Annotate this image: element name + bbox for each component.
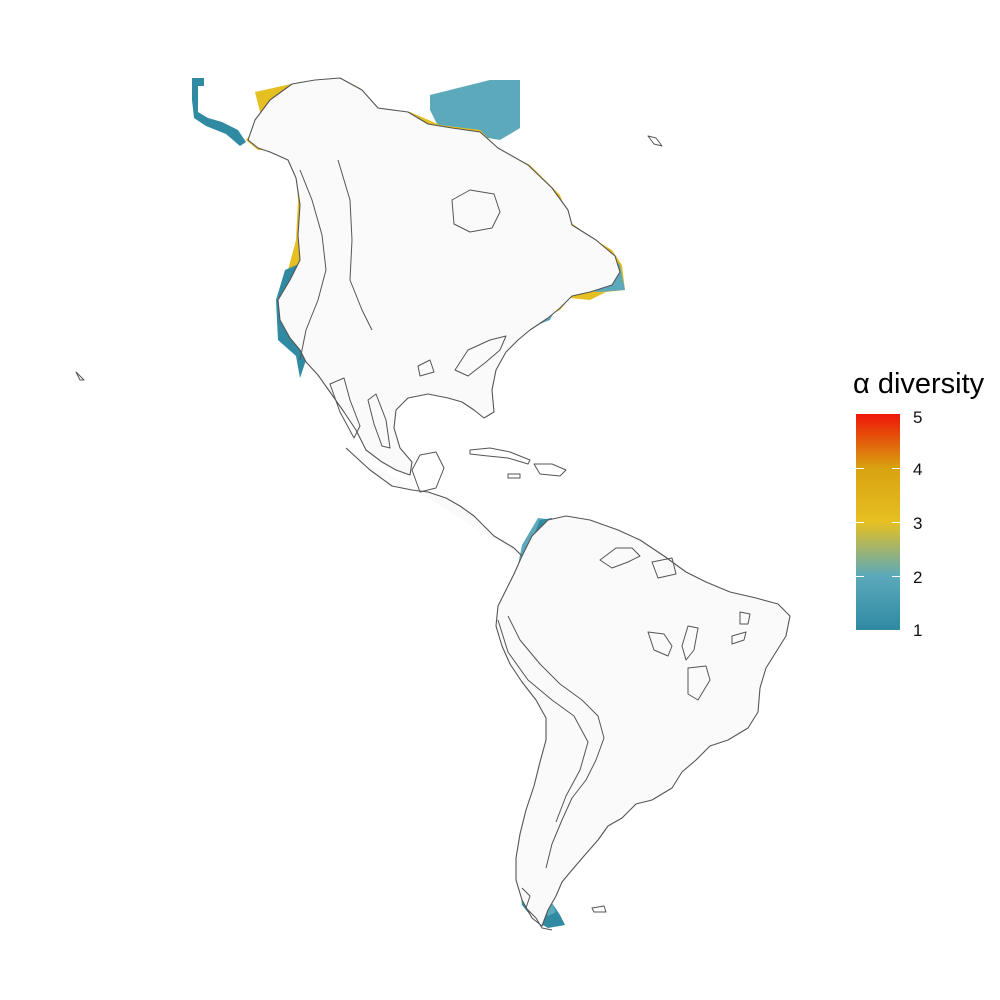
legend-tickmark [892, 576, 900, 577]
venezuela-shape [599, 547, 641, 569]
amazon-lake-3 [731, 631, 747, 645]
hudson-bay-outline [451, 189, 501, 233]
hispaniola-outline [533, 463, 567, 477]
great-lakes-outline [454, 335, 507, 377]
legend-tick-3: 3 [913, 514, 923, 533]
greenland-fragment [647, 135, 663, 147]
brazil-shape-2 [739, 611, 751, 625]
legend-tickmark [892, 522, 900, 523]
cuba-outline [469, 447, 531, 465]
rockies-line-2 [337, 159, 373, 331]
legend-tickmark [856, 522, 864, 523]
falklands [591, 905, 607, 913]
brazil-shape-1 [687, 665, 711, 701]
hawaii-islands [75, 371, 85, 381]
central-america-outline [345, 447, 523, 557]
legend-tick-2: 2 [913, 568, 923, 587]
sierra-line [329, 377, 361, 439]
continent-outlines [75, 77, 791, 931]
legend-tick-4: 4 [913, 460, 923, 479]
legend-tickmark [892, 468, 900, 469]
north-america-outline [247, 77, 621, 476]
rockies-line [299, 169, 327, 361]
legend-tickmark [856, 468, 864, 469]
mexico-line [367, 393, 391, 449]
south-america-outline [495, 515, 791, 927]
raster-arctic-islands [430, 80, 520, 140]
legend-tick-1: 1 [913, 621, 923, 640]
amazon-lake-1 [647, 631, 673, 657]
legend-tickmark [856, 576, 864, 577]
amazon-lake-2 [681, 625, 699, 661]
jamaica-outline [507, 473, 521, 479]
great-lakes-outline-2 [417, 359, 435, 377]
legend-tick-5: 5 [913, 408, 923, 427]
andes-inner-line-2 [497, 619, 589, 823]
venezuela-shape-2 [651, 557, 677, 579]
yucatan-outline [411, 451, 445, 493]
patagonia-fjords [521, 887, 553, 931]
raster-aleutian-strip [192, 78, 246, 146]
andes-inner-line [507, 615, 605, 869]
legend-title: α diversity [853, 368, 985, 400]
